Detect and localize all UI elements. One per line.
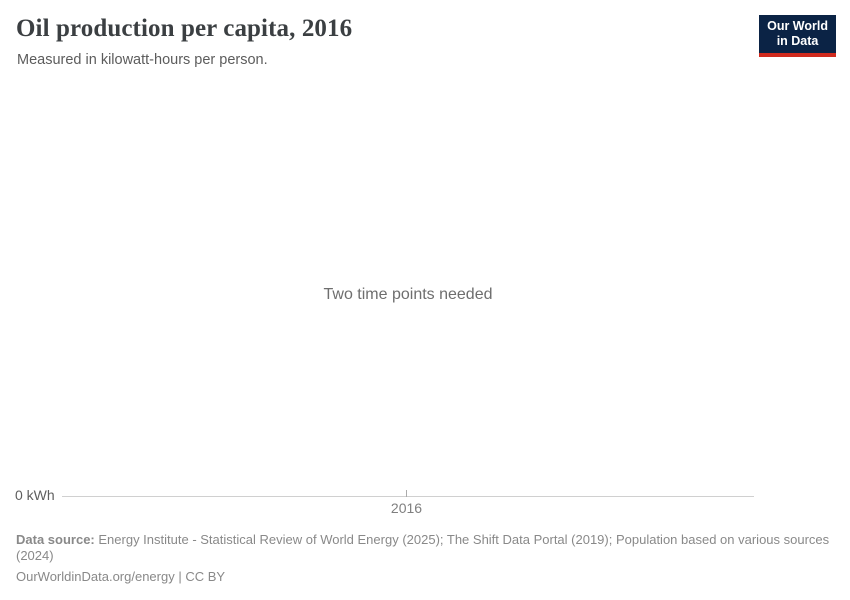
y-axis-tick-label: 0 kWh — [15, 487, 55, 503]
owid-logo-line2: in Data — [776, 34, 819, 48]
x-axis-tick-mark — [406, 490, 407, 497]
chart-subtitle: Measured in kilowatt-hours per person. — [17, 52, 268, 68]
owid-logo-line1: Our World — [767, 19, 828, 33]
footer-data-source: Data source: Energy Institute - Statisti… — [16, 532, 830, 564]
data-source-line1: Data source: Energy Institute - Statisti… — [16, 532, 830, 548]
data-source-label: Data source: — [16, 532, 95, 547]
x-axis-tick-label: 2016 — [390, 500, 423, 516]
chart-title: Oil production per capita, 2016 — [16, 15, 353, 42]
x-axis-line — [62, 496, 754, 497]
data-source-text: Energy Institute - Statistical Review of… — [98, 532, 830, 547]
data-source-line2: (2024) — [16, 548, 54, 563]
owid-logo[interactable]: Our World in Data — [759, 15, 836, 57]
empty-chart-message: Two time points needed — [323, 286, 493, 303]
footer-credit-link[interactable]: OurWorldinData.org/energy | CC BY — [16, 569, 226, 584]
plot-area: Two time points needed — [62, 90, 754, 490]
